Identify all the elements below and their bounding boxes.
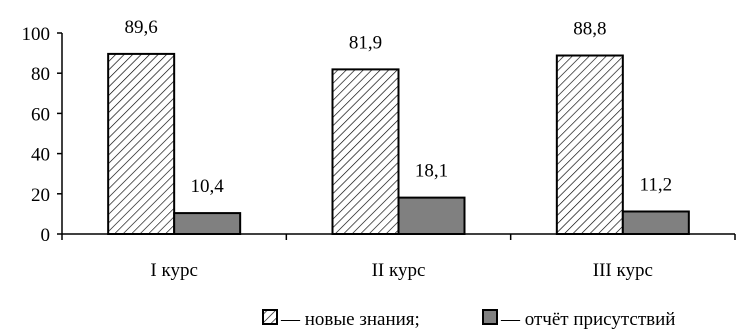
bar-new-knowledge — [107, 52, 176, 235]
legend-item-new-knowledge: — новые знания; — [280, 309, 420, 330]
bar-attendance — [173, 212, 242, 235]
legend: — новые знания; — отчёт присутствий — [262, 309, 675, 330]
bar-attendance — [621, 210, 690, 236]
bars — [107, 52, 690, 236]
legend-swatch-hatched — [262, 309, 278, 325]
x-category-label: II курс — [372, 260, 426, 281]
x-category-label: III курс — [593, 260, 653, 281]
data-label: 11,2 — [640, 174, 673, 195]
y-tick-label: 20 — [31, 185, 50, 206]
bar-new-knowledge — [555, 54, 624, 236]
bar-new-knowledge — [331, 68, 400, 235]
data-label: 89,6 — [125, 17, 158, 38]
y-tick-label: 0 — [41, 225, 51, 246]
data-label: 88,8 — [573, 19, 606, 40]
y-axis: 0 20 40 60 80 100 — [22, 24, 63, 246]
bar-attendance — [397, 196, 466, 236]
y-tick-label: 60 — [31, 104, 50, 125]
data-label: 81,9 — [349, 32, 382, 53]
data-labels: 89,6 81,9 88,8 10,4 18,1 11,2 — [125, 17, 673, 197]
y-tick-label: 40 — [31, 145, 50, 166]
legend-item-attendance: — отчёт присутствий — [500, 309, 675, 330]
x-category-label: I курс — [150, 260, 197, 281]
data-label: 10,4 — [191, 176, 225, 197]
legend-swatch-solid — [482, 309, 498, 325]
y-tick-label: 80 — [31, 64, 50, 85]
x-axis: I курс II курс III курс — [61, 233, 736, 281]
data-label: 18,1 — [415, 161, 448, 182]
y-tick-label: 100 — [22, 24, 51, 45]
